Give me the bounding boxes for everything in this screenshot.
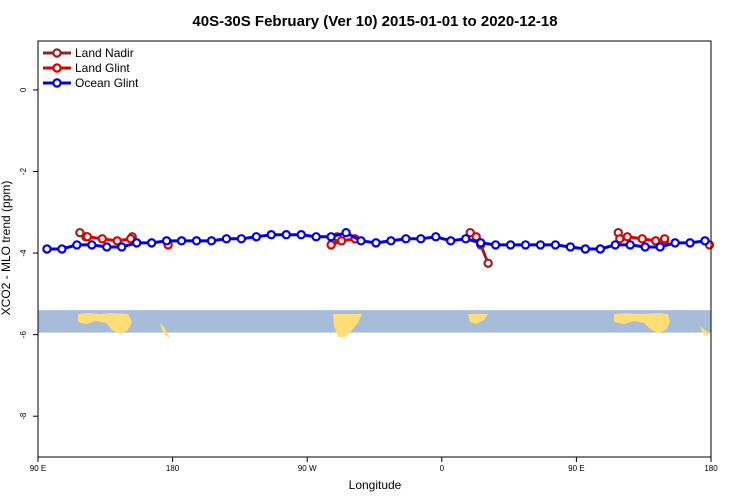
x-tick-label: 0 — [440, 464, 445, 473]
legend-label: Ocean Glint — [75, 76, 139, 90]
land-glint-point — [650, 236, 661, 246]
ocean-glint-point — [520, 240, 531, 250]
series-ocean-glint — [42, 227, 710, 254]
australia-land-2 — [614, 313, 670, 333]
ocean-glint-point — [341, 227, 351, 238]
x-tick-label: 180 — [166, 464, 180, 473]
ocean-glint-point — [266, 230, 277, 240]
x-tick-label: 180 — [704, 464, 718, 473]
ocean-glint-point — [132, 238, 142, 248]
x-tick-label: 90 W — [298, 464, 317, 473]
ocean-glint-point — [311, 232, 321, 242]
ocean-glint-point — [102, 242, 112, 252]
new-zealand-land — [160, 323, 170, 338]
ocean-glint-point — [535, 240, 546, 250]
ocean-glint-point — [565, 242, 576, 252]
legend-item-land-glint: Land Glint — [43, 61, 130, 75]
ocean-glint-point — [326, 232, 336, 242]
ocean-glint-point — [625, 240, 635, 250]
ocean-glint-point — [371, 238, 381, 248]
ocean-glint-point — [446, 236, 456, 246]
ocean-glint-point — [191, 236, 202, 246]
ocean-glint-point — [401, 234, 411, 244]
y-axis: 0 -2 -4 -6 -8 — [19, 87, 38, 420]
land-glint-point — [82, 232, 93, 242]
legend-swatch-marker — [52, 63, 62, 73]
africa-land — [468, 314, 488, 324]
x-axis-label: Longitude — [349, 478, 402, 492]
ocean-glint-point — [221, 234, 232, 244]
ocean-glint-point — [416, 234, 426, 244]
ocean-glint-point — [161, 236, 172, 246]
land-glint-point — [622, 232, 632, 242]
series-layer — [42, 227, 715, 268]
new-zealand-land-2 — [700, 326, 710, 336]
land-glint-point — [326, 240, 336, 250]
ocean-band — [38, 310, 711, 333]
ocean-glint-point — [57, 244, 67, 254]
ocean-glint-point — [42, 244, 52, 254]
ocean-glint-point — [386, 236, 396, 246]
legend-label: Land Glint — [75, 61, 130, 75]
ocean-glint-point — [236, 234, 247, 244]
ocean-glint-point — [281, 230, 291, 240]
ocean-glint-point — [87, 240, 97, 250]
plot-frame — [37, 40, 712, 458]
land-glint-point — [336, 236, 347, 246]
ocean-glint-point — [700, 236, 710, 246]
chart-title: 40S-30S February (Ver 10) 2015-01-01 to … — [192, 13, 557, 30]
legend-item-ocean-glint: Ocean Glint — [43, 76, 139, 90]
ocean-glint-point — [251, 232, 262, 242]
ocean-glint-point — [296, 230, 306, 240]
ocean-glint-point — [72, 240, 82, 250]
land-glint-point — [112, 236, 122, 246]
ocean-glint-point — [146, 238, 157, 248]
x-tick-label: 90 E — [30, 464, 46, 473]
ocean-glint-point — [490, 240, 501, 250]
australia-land — [78, 313, 132, 334]
land-nadir-point — [75, 227, 85, 238]
ocean-glint-point — [550, 240, 561, 250]
x-tick-label: 90 E — [568, 464, 584, 473]
ocean-glint-point — [655, 242, 665, 252]
ocean-glint-point — [685, 238, 695, 248]
land-nadir-point — [465, 227, 475, 238]
ocean-glint-point — [117, 242, 127, 252]
ocean-glint-point — [176, 236, 187, 246]
ocean-glint-point — [356, 236, 366, 246]
y-axis-label: XCO2 - MLO trend (ppm) — [0, 181, 13, 316]
ocean-glint-point — [505, 240, 516, 250]
x-axis: 90 E 180 90 W 0 90 E 180 — [30, 457, 718, 473]
y-tick-label: -8 — [19, 412, 28, 420]
y-tick-label: -6 — [19, 331, 28, 339]
ocean-glint-point — [670, 238, 680, 248]
ocean-glint-point — [640, 242, 650, 252]
y-tick-label: 0 — [19, 87, 28, 92]
map-strip — [38, 310, 711, 338]
land-shapes — [78, 313, 710, 338]
land-glint-point — [97, 234, 108, 244]
ocean-glint-point — [461, 234, 471, 244]
ocean-glint-point — [475, 238, 486, 248]
ocean-glint-point — [206, 236, 217, 246]
y-tick-label: -2 — [19, 167, 28, 175]
ocean-glint-point — [610, 240, 620, 250]
south-america-land — [333, 314, 362, 337]
land-glint-point — [126, 234, 136, 244]
legend-swatch-marker — [52, 78, 62, 88]
ocean-glint-point — [431, 232, 441, 242]
land-glint-line — [87, 235, 131, 243]
land-nadir-point — [483, 258, 493, 268]
land-glint-point — [637, 234, 647, 244]
land-glint-point — [659, 234, 670, 244]
ocean-glint-point — [595, 244, 606, 254]
legend-label: Land Nadir — [75, 46, 134, 60]
legend-swatch-marker — [52, 48, 62, 58]
legend-item-land-nadir: Land Nadir — [43, 46, 134, 60]
y-tick-label: -4 — [19, 249, 28, 257]
ocean-glint-point — [580, 244, 591, 254]
